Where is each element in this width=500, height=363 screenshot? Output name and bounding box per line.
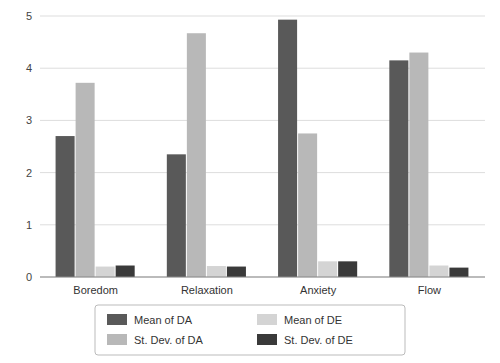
bar <box>207 266 226 277</box>
x-axis-line <box>40 277 485 278</box>
bars <box>56 20 469 277</box>
grid-line <box>40 277 485 278</box>
legend-swatch <box>107 314 127 325</box>
bar <box>389 60 408 277</box>
bar <box>76 83 95 277</box>
bar <box>96 267 115 277</box>
x-tick-label: Relaxation <box>181 284 233 296</box>
chart-container: 0 1 2 3 4 5 Boredom Relaxation Anxiety Flow Mean o… <box>0 0 500 363</box>
y-tick-label: 4 <box>26 62 32 74</box>
y-tick-label: 0 <box>26 271 32 283</box>
bar <box>338 261 357 277</box>
y-tick-label: 3 <box>26 114 32 126</box>
bar <box>298 133 317 277</box>
bar <box>116 266 135 277</box>
legend-swatch <box>257 314 277 325</box>
y-tick-label: 2 <box>26 167 32 179</box>
bar <box>187 33 206 277</box>
legend-label: Mean of DA <box>134 314 193 326</box>
chart: 0 1 2 3 4 5 Boredom Relaxation Anxiety Flow Mean o… <box>0 0 500 363</box>
legend: Mean of DA St. Dev. of DA Mean of DE St. De… <box>95 305 405 355</box>
x-tick-label: Boredom <box>73 284 118 296</box>
bar <box>409 53 428 277</box>
bar <box>56 136 75 277</box>
bar <box>318 261 337 277</box>
legend-label: St. Dev. of DE <box>284 334 353 346</box>
y-tick-label: 5 <box>26 10 32 22</box>
bar <box>227 267 246 277</box>
grid <box>40 16 485 277</box>
x-tick-label: Flow <box>418 284 441 296</box>
legend-swatch <box>107 334 127 345</box>
legend-label: Mean of DE <box>284 314 342 326</box>
bar <box>167 154 186 277</box>
legend-label: St. Dev. of DA <box>134 334 204 346</box>
y-tick-label: 1 <box>26 219 32 231</box>
legend-swatch <box>257 334 277 345</box>
bar <box>429 266 448 277</box>
x-tick-label: Anxiety <box>300 284 337 296</box>
bar <box>449 268 468 277</box>
legend-box <box>95 305 405 355</box>
grid-line <box>40 16 485 17</box>
bar <box>278 20 297 277</box>
